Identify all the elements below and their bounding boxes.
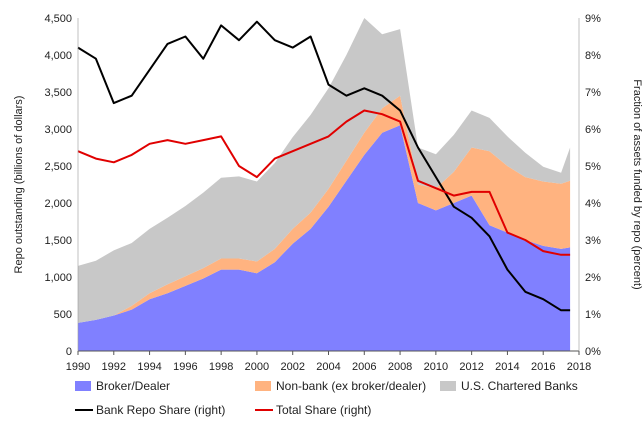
x-tick-label-1: 1992: [102, 361, 126, 373]
x-tick-label-5: 2000: [245, 361, 269, 373]
y-left-tick-label-0: 0: [66, 346, 72, 358]
line-series-0: [77, 20, 571, 312]
y-left-tick-label-2: 1,000: [44, 272, 72, 284]
y-left-tick-label-9: 4,500: [44, 13, 72, 25]
x-tick-label-7: 2004: [316, 361, 340, 373]
y-left-axis-title: Repo outstanding (billions of dollars): [13, 96, 25, 274]
y-right-tick-label-1: 1%: [585, 309, 601, 321]
x-tick-label-4: 1998: [209, 361, 233, 373]
y-right-axis-title: Fraction of assets funded by repo (perce…: [631, 79, 643, 289]
y-right-tick-label-6: 6%: [585, 124, 601, 136]
y-left-tick-label-1: 500: [54, 309, 72, 321]
x-tick-label-0: 1990: [66, 361, 90, 373]
y-right-tick-label-3: 3%: [585, 235, 601, 247]
y-left-tick-label-3: 1,500: [44, 235, 72, 247]
x-tick-label-11: 2012: [459, 361, 483, 373]
y-right-tick-label-0: 0%: [585, 346, 601, 358]
y-left-tick-label-7: 3,500: [44, 87, 72, 99]
y-left-tick-label-4: 2,000: [44, 198, 72, 210]
y-right-tick-label-7: 7%: [585, 87, 601, 99]
y-right-tick-label-8: 8%: [585, 50, 601, 62]
legend-label-3: Bank Repo Share (right): [96, 403, 225, 417]
x-tick-label-10: 2010: [424, 361, 448, 373]
x-tick-label-13: 2016: [531, 361, 555, 373]
x-tick-label-2: 1994: [137, 361, 161, 373]
legend-swatch-0: [75, 381, 91, 391]
legend-swatch-1: [255, 381, 271, 391]
x-tick-label-14: 2018: [567, 361, 591, 373]
y-left-tick-label-5: 2,500: [44, 161, 72, 173]
y-right-tick-label-2: 2%: [585, 272, 601, 284]
x-tick-label-8: 2006: [352, 361, 376, 373]
area-series-2: [78, 18, 571, 323]
legend-label-4: Total Share (right): [276, 403, 371, 417]
legend-label-0: Broker/Dealer: [96, 379, 170, 393]
y-right-tick-label-4: 4%: [585, 198, 601, 210]
area-series-1: [78, 95, 571, 323]
y-right-tick-label-9: 9%: [585, 13, 601, 25]
line-series-1: [77, 109, 571, 256]
y-left-tick-label-6: 3,000: [44, 124, 72, 136]
x-tick-label-6: 2002: [280, 361, 304, 373]
x-tick-label-9: 2008: [388, 361, 412, 373]
x-tick-label-3: 1996: [173, 361, 197, 373]
area-series-0: [78, 125, 571, 351]
y-right-tick-label-5: 5%: [585, 161, 601, 173]
legend-label-2: U.S. Chartered Banks: [461, 379, 578, 393]
y-left-tick-label-8: 4,000: [44, 50, 72, 62]
legend-swatch-2: [440, 381, 456, 391]
x-tick-label-12: 2014: [495, 361, 519, 373]
legend-label-1: Non-bank (ex broker/dealer): [276, 379, 426, 393]
